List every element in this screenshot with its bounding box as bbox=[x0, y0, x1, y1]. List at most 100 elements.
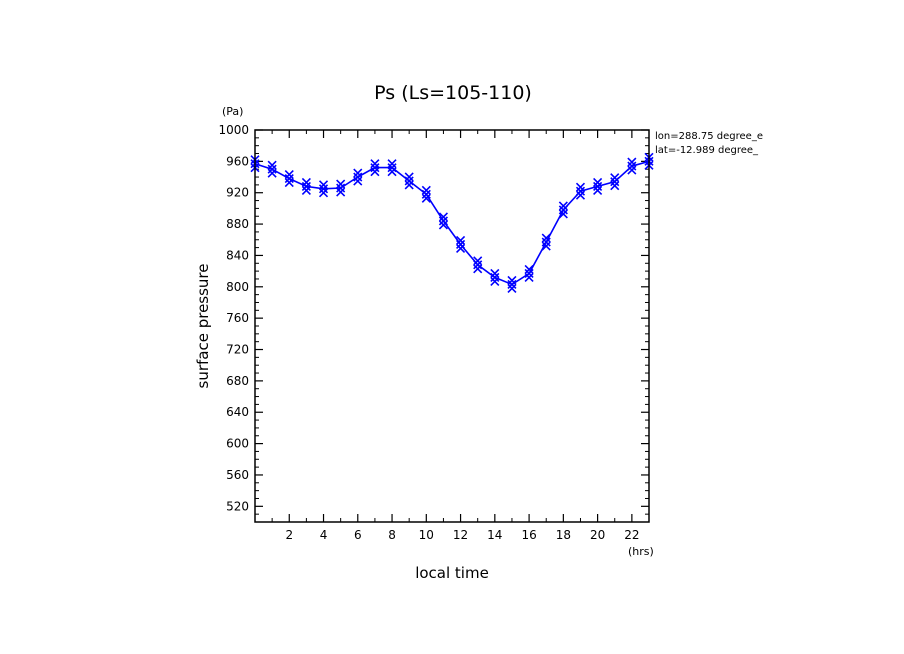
x-tick-label: 20 bbox=[590, 528, 605, 542]
y-tick-label: 640 bbox=[226, 405, 249, 419]
x-marker-stroke bbox=[610, 177, 620, 187]
x-tick-label: 8 bbox=[388, 528, 396, 542]
x-marker-stroke bbox=[404, 176, 414, 186]
data-point-marker bbox=[336, 179, 346, 197]
x-marker-stroke bbox=[524, 268, 534, 279]
x-marker-stroke bbox=[507, 279, 517, 290]
x-marker-stroke bbox=[490, 268, 500, 278]
x-marker-stroke bbox=[575, 186, 586, 196]
x-marker-stroke bbox=[593, 177, 603, 188]
data-point-marker bbox=[370, 159, 380, 177]
data-point-marker bbox=[524, 264, 534, 283]
x-marker-stroke bbox=[541, 237, 551, 247]
x-marker-stroke bbox=[627, 165, 637, 175]
data-point-marker bbox=[353, 168, 363, 186]
data-point-marker bbox=[301, 177, 311, 196]
x-marker-stroke bbox=[267, 160, 277, 170]
x-marker-stroke bbox=[284, 170, 294, 180]
y-tick-label: 880 bbox=[226, 217, 249, 231]
x-marker-stroke bbox=[507, 283, 517, 294]
x-marker-stroke bbox=[524, 264, 534, 275]
x-marker-stroke bbox=[387, 163, 397, 173]
x-marker-stroke bbox=[473, 256, 483, 266]
x-marker-stroke bbox=[558, 205, 568, 215]
x-marker-stroke bbox=[627, 161, 637, 171]
x-tick-label: 10 bbox=[419, 528, 434, 542]
x-marker-stroke bbox=[541, 241, 551, 251]
x-marker-stroke bbox=[524, 272, 534, 283]
x-marker-stroke bbox=[627, 157, 637, 167]
data-point-marker bbox=[473, 256, 483, 274]
x-marker-stroke bbox=[438, 216, 449, 226]
data-point-marker bbox=[490, 268, 500, 286]
x-marker-stroke bbox=[593, 185, 603, 196]
x-marker-stroke bbox=[318, 188, 329, 198]
plot-frame bbox=[254, 129, 650, 523]
x-marker-stroke bbox=[336, 183, 346, 193]
x-marker-stroke bbox=[455, 243, 466, 254]
x-marker-stroke bbox=[421, 189, 431, 199]
y-tick-label: 800 bbox=[226, 280, 249, 294]
x-marker-stroke bbox=[473, 260, 483, 270]
x-tick-label: 2 bbox=[285, 528, 293, 542]
x-marker-stroke bbox=[421, 193, 431, 203]
x-marker-stroke bbox=[507, 275, 517, 286]
x-marker-stroke bbox=[267, 168, 277, 178]
y-axis-label: surface pressure bbox=[194, 264, 212, 389]
x-marker-stroke bbox=[438, 212, 449, 222]
data-point-marker bbox=[421, 185, 431, 203]
x-marker-stroke bbox=[353, 168, 363, 178]
data-point-marker bbox=[318, 180, 329, 198]
x-marker-stroke bbox=[336, 179, 346, 189]
x-tick-label: 14 bbox=[487, 528, 502, 542]
x-marker-stroke bbox=[404, 180, 414, 190]
data-point-marker bbox=[404, 172, 414, 190]
data-point-marker bbox=[593, 177, 603, 196]
annotation-lat: lat=-12.989 degree_ bbox=[655, 145, 759, 156]
data-point-marker bbox=[541, 233, 551, 251]
x-tick-label: 22 bbox=[624, 528, 639, 542]
y-tick-label: 920 bbox=[226, 186, 249, 200]
x-marker-stroke bbox=[370, 167, 380, 177]
y-tick-label: 600 bbox=[226, 437, 249, 451]
x-marker-stroke bbox=[558, 201, 568, 211]
ticks-layer: 520 560 600 640 680 720 760 800 840 880 920 960 1000… bbox=[218, 123, 649, 542]
x-unit: (hrs) bbox=[628, 545, 654, 558]
x-tick-label: 4 bbox=[320, 528, 328, 542]
annotation-lon: lon=288.75 degree_e bbox=[655, 131, 763, 142]
x-marker-stroke bbox=[301, 177, 311, 188]
chart-title: Ps (Ls=105-110) bbox=[374, 82, 532, 104]
x-marker-stroke bbox=[301, 181, 311, 192]
x-marker-stroke bbox=[404, 172, 414, 182]
data-point-marker bbox=[558, 201, 568, 219]
x-marker-stroke bbox=[284, 178, 294, 188]
x-marker-stroke bbox=[284, 174, 294, 184]
x-marker-stroke bbox=[318, 180, 329, 190]
x-marker-stroke bbox=[610, 173, 620, 183]
data-point-marker bbox=[284, 170, 294, 188]
x-marker-stroke bbox=[421, 185, 431, 195]
x-tick-label: 6 bbox=[354, 528, 362, 542]
series-layer bbox=[250, 152, 654, 294]
y-tick-label: 520 bbox=[226, 499, 249, 513]
x-tick-label: 18 bbox=[556, 528, 571, 542]
x-marker-stroke bbox=[593, 181, 603, 192]
x-tick-label: 12 bbox=[453, 528, 468, 542]
data-point-marker bbox=[267, 160, 277, 178]
y-tick-label: 760 bbox=[226, 311, 249, 325]
data-point-marker bbox=[387, 159, 397, 177]
data-point-marker bbox=[455, 235, 466, 254]
x-marker-stroke bbox=[541, 233, 551, 243]
x-axis-label: local time bbox=[415, 564, 489, 582]
x-marker-stroke bbox=[455, 235, 466, 246]
x-marker-stroke bbox=[575, 190, 586, 200]
x-marker-stroke bbox=[370, 163, 380, 173]
y-tick-label: 960 bbox=[226, 154, 249, 168]
x-marker-stroke bbox=[387, 159, 397, 169]
data-point-marker bbox=[610, 173, 620, 191]
x-marker-stroke bbox=[267, 164, 277, 174]
y-tick-label: 560 bbox=[226, 468, 249, 482]
x-marker-stroke bbox=[490, 272, 500, 282]
series-line bbox=[254, 160, 650, 286]
